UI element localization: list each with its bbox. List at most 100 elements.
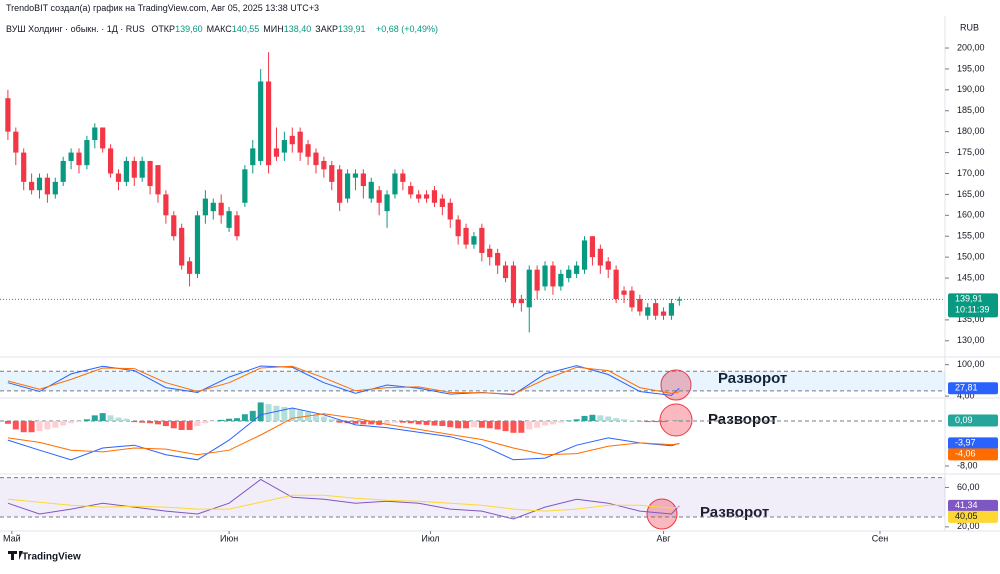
y-tick-label: 180,00 [957,126,985,136]
legend-name: МАКС [206,24,232,34]
legend-value: 139,60 [175,24,203,34]
candle-body [60,160,66,182]
histogram-bar [265,404,272,421]
last-value: 40,05 [955,511,978,521]
last-value-box [948,448,998,461]
histogram-bar [557,420,564,423]
x-tick-label: Июн [220,533,238,543]
candle-body [115,173,122,182]
candle-body [653,303,659,316]
histogram-bar [281,406,288,421]
histogram-bar [257,402,264,421]
candle-body [581,240,588,270]
histogram-bar [613,418,620,421]
candle-body [337,169,343,203]
candle-body [139,160,145,178]
histogram-bar [68,420,75,424]
y-tick-label: 200,00 [957,42,985,52]
highlight-circle [659,403,693,437]
histogram-bar [676,420,683,421]
last-price-box [948,293,998,318]
candle-body [202,198,208,216]
histogram-bar [455,420,462,429]
histogram-bar [352,420,359,424]
x-tick-label: Май [3,533,21,543]
candle-body [100,127,106,149]
candle-body [28,181,35,191]
legend-value: 138,40 [283,24,312,34]
candle-body [510,265,517,304]
histogram-bar [486,420,493,429]
candle-body [376,190,382,203]
y-tick-label: 4,00 [957,390,975,400]
band [0,371,945,391]
candle-body [289,135,295,145]
candle-body [431,190,438,203]
y-tick-label: 155,00 [957,231,985,241]
currency: RUB [960,22,979,32]
y-tick-label: 150,00 [957,252,985,262]
histogram-bar [123,418,130,421]
histogram-bar [660,420,667,423]
histogram-bar [605,416,612,421]
legend-value: 140,55 [231,24,260,34]
candle-body [479,227,485,253]
candle-body [550,265,556,287]
histogram-bar [194,420,201,427]
histogram-bar [115,417,122,421]
candle-body [392,173,398,195]
legend-value: 139,91 [337,24,366,34]
histogram-bar [131,420,138,423]
histogram-bar [581,415,588,421]
histogram-bar [178,420,185,430]
candle-body [258,81,264,161]
last-value: -4,06 [955,449,976,459]
annotation: Разворот [718,370,787,387]
x-tick-label: Сен [872,533,889,543]
last-value-box [948,437,998,450]
candle-body [265,81,272,166]
last-value-box [948,382,998,395]
candle-body [242,169,248,203]
histogram-bar [360,420,367,425]
candle-body [487,248,493,258]
candle-body [84,140,90,166]
last-price: 139,91 [955,294,983,304]
y-tick-label: 190,00 [957,84,985,94]
histogram-bar [526,420,533,430]
candle-body [5,98,11,132]
y-tick-label: 165,00 [957,189,985,199]
histogram-bar [273,405,280,421]
histogram-bar [565,420,572,421]
candle-body [76,152,82,166]
histogram-bar [644,420,651,423]
histogram-bar [542,420,549,426]
histogram-bar [494,420,501,430]
legend-name: ОТКР [151,24,176,34]
histogram-bar [573,419,580,421]
histogram-bar [107,415,114,421]
histogram-bar [636,420,643,422]
x-tick-label: Авг [656,533,671,543]
indicator-line [7,413,680,456]
candle-body [637,298,643,312]
candle-body [226,211,232,228]
candle-body [613,269,619,299]
histogram-bar [470,420,477,428]
candle-body [439,198,445,207]
candle-body [186,261,193,274]
candle-body [155,165,161,195]
undefined: 0,09 [955,415,973,425]
candle-body [455,219,461,237]
histogram-bar [328,419,335,421]
histogram-bar [534,420,541,428]
candle-body [163,194,169,216]
y-tick-label: 195,00 [957,63,985,73]
symbol-title: ВУШ Холдинг · обыкн. · 1Д · RUS [6,24,145,34]
y-tick-label: 100,00 [957,359,985,369]
candle-body [21,152,27,182]
candle-body [13,131,19,153]
histogram-bar [384,420,391,425]
candle-body [384,194,390,212]
histogram-bar [502,420,509,432]
